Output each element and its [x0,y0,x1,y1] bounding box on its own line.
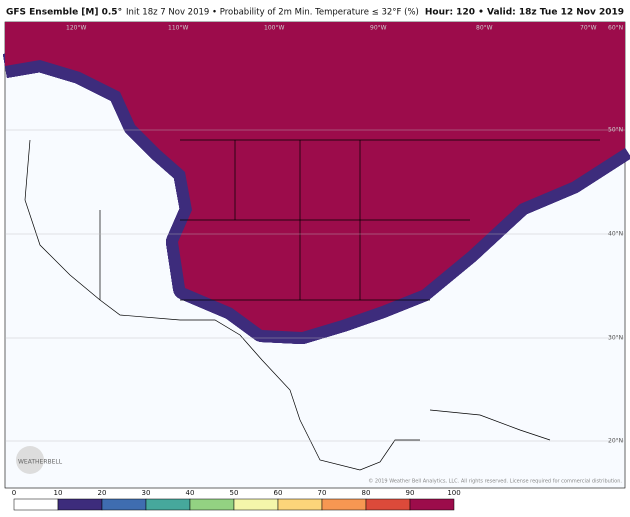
lon-label: 80°W [476,25,493,32]
lon-labels: 120°W 110°W 100°W 90°W 80°W 70°W [66,25,597,32]
colorbar-segment [233,498,279,511]
colorbar-label: 30 [142,489,151,497]
lat-label: 40°N [608,231,623,238]
colorbar-segment [365,498,411,511]
colorbar-label: 20 [98,489,107,497]
colorbar-segment [277,498,323,511]
colorbar-label: 40 [186,489,195,497]
lon-label: 100°W [264,25,284,32]
title-bold: GFS Ensemble [M] 0.5° [6,8,122,18]
colorbar-label: 80 [362,489,371,497]
colorbar-label: 0 [12,489,16,497]
lat-label: 20°N [608,438,623,445]
colorbar-segment [321,498,367,511]
lon-label: 110°W [168,25,188,32]
lat-label: 60°N [608,25,623,32]
lat-label: 30°N [608,335,623,342]
lon-label: 90°W [370,25,387,32]
colorbar-label: 60 [274,489,283,497]
graticule [5,129,625,442]
colorbar-label: 50 [230,489,239,497]
colorbar-segment [57,498,103,511]
lon-label: 70°W [580,25,597,32]
lon-label: 120°W [66,25,86,32]
copyright: © 2019 Weather Bell Analytics, LLC. All … [368,478,622,485]
colorbar-segment [145,498,191,511]
title: Init 18z 7 Nov 2019 • Probability of 2m … [126,8,419,18]
logo-badge [16,446,44,474]
colorbar-label: 10 [54,489,63,497]
probability-field [5,22,630,344]
borders [24,139,600,471]
lat-label: 50°N [608,127,623,134]
colorbar-segment [101,498,147,511]
colorbar-label: 90 [406,489,415,497]
colorbar-segment [13,498,59,511]
colorbar-label: 100 [447,489,460,497]
lat-labels: 60°N 50°N 40°N 30°N 20°N [608,25,623,445]
colorbar: 0 10 20 30 40 50 60 70 80 90 100 [12,489,461,511]
colorbar-segment [189,498,235,511]
colorbar-segment [409,498,455,511]
colorbar-label: 70 [318,489,327,497]
logo: WEATHERBELL [18,459,63,466]
valid-time: Hour: 120 • Valid: 18z Tue 12 Nov 2019 [425,8,624,18]
